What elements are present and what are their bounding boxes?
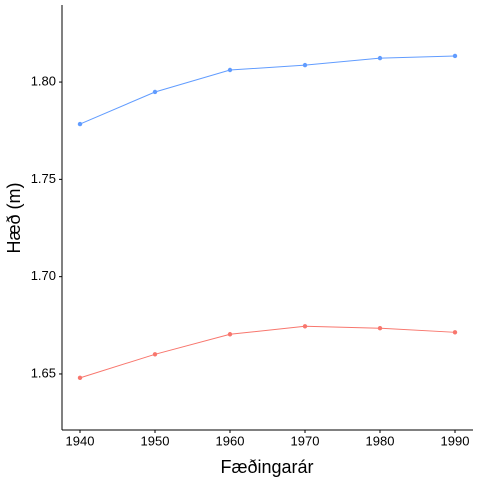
point [452,330,458,335]
y-tick-label: 1.80 [31,73,56,88]
point [452,53,458,59]
y-tick-label: 1.65 [31,365,56,380]
x-tick-label: 1970 [291,433,320,448]
series-line [79,325,456,379]
x-axis-title: Fæðingarár [220,457,313,477]
x-tick-label: 1940 [66,433,95,448]
point [377,326,383,331]
point [77,121,83,127]
point [377,55,383,61]
point [152,89,158,95]
x-tick-label: 1980 [366,433,395,448]
point [227,332,233,337]
point [227,67,233,73]
y-tick-label: 1.75 [31,171,56,186]
point [302,324,308,329]
y-axis-title: Hæð (m) [4,183,24,254]
x-tick-label: 1960 [216,433,245,448]
x-tick-label: 1990 [441,433,470,448]
point [152,352,158,357]
series-line [79,55,456,125]
x-tick-label: 1950 [141,433,170,448]
point [77,375,83,381]
point [302,62,308,68]
y-tick-label: 1.70 [31,268,56,283]
